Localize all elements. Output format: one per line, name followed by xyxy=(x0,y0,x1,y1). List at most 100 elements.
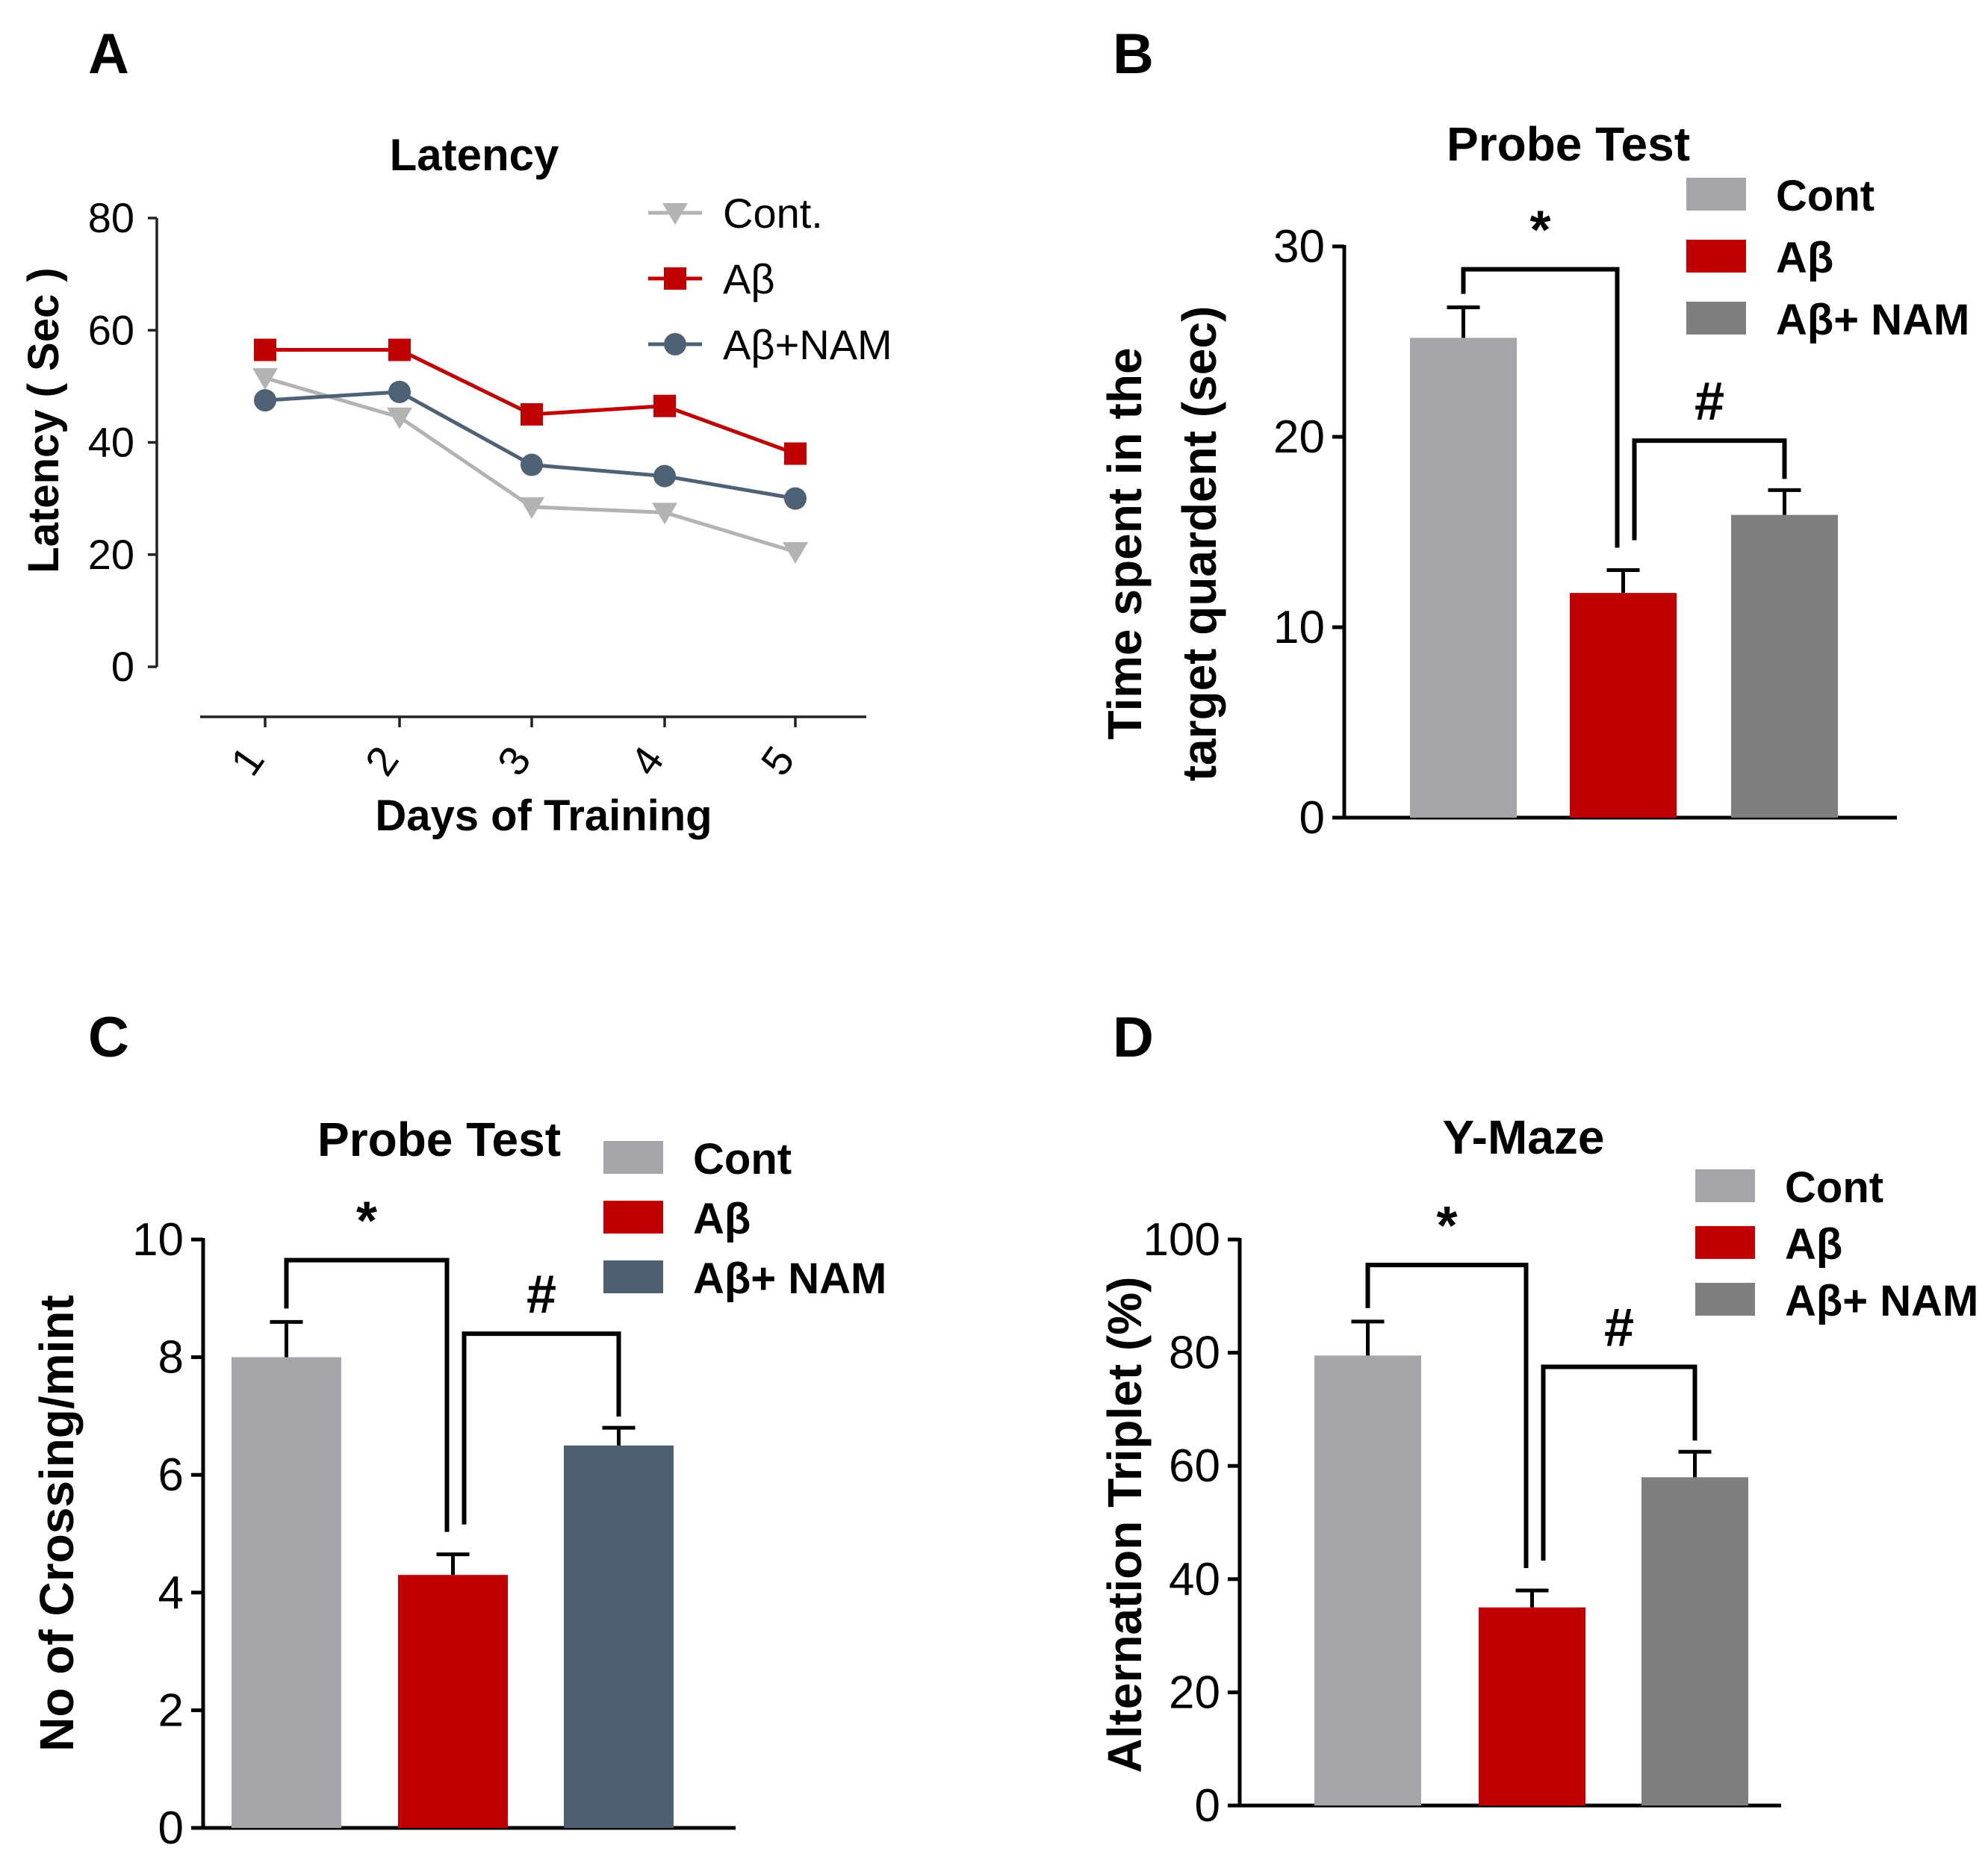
y-tick-label: 20 xyxy=(1273,411,1325,463)
legend-swatch-1 xyxy=(1686,240,1746,273)
legend-label-2: Aβ+ NAM xyxy=(1776,296,1969,344)
data-point-s1-2 xyxy=(521,402,543,426)
data-point-s1-1 xyxy=(388,338,411,361)
chart-b-ylabel-line1: Time spent in the xyxy=(1098,347,1152,739)
x-tick-label: 1 xyxy=(221,738,273,784)
y-tick-label: 40 xyxy=(1169,1554,1220,1605)
chart-c-title: Probe Test xyxy=(317,1113,561,1166)
chart-a-y-ticks: 0 20 40 60 80 xyxy=(88,194,157,690)
significance-label-0: * xyxy=(356,1192,377,1251)
legend-swatch-0 xyxy=(603,1141,663,1174)
y-tick-label: 20 xyxy=(88,531,134,578)
y-tick-label: 0 xyxy=(1195,1780,1220,1832)
legend-swatch-2 xyxy=(603,1260,663,1293)
bar-1 xyxy=(398,1575,508,1828)
y-tick-label: 0 xyxy=(111,643,134,690)
data-point-s1-3 xyxy=(653,394,676,417)
y-tick-label: 0 xyxy=(158,1803,184,1854)
y-tick-label: 100 xyxy=(1143,1214,1220,1266)
legend-label-1: Aβ xyxy=(1785,1220,1842,1269)
legend-label-1: Aβ xyxy=(723,255,775,302)
chart-a-x-ticks: 1 2 3 4 5 xyxy=(221,717,804,784)
chart-d: Y-Maze Alternation Triplet (%) 0 20 40 60 80… xyxy=(1098,1110,1978,1832)
significance-label-1: # xyxy=(1695,372,1724,432)
y-tick-label: 8 xyxy=(158,1332,184,1384)
chart-c: Probe Test No of Crossing/mint 0 2 4 6 8 10 * #… xyxy=(30,1113,886,1854)
x-tick-label: 4 xyxy=(621,738,672,784)
x-tick-label: 2 xyxy=(355,738,407,784)
chart-d-plot: 0 20 40 60 80 100 * # Cont Aβ Aβ+ NAM xyxy=(1143,1163,1979,1832)
legend-swatch-0 xyxy=(1695,1169,1755,1202)
bar-0 xyxy=(1314,1355,1421,1806)
bar-0 xyxy=(1410,338,1517,818)
chart-a: Latency Latency ( Sec ) Days of Training… xyxy=(19,130,892,840)
bar-1 xyxy=(1570,593,1677,818)
legend-label-0: Cont. xyxy=(723,190,823,237)
data-point-s2-0 xyxy=(254,389,276,412)
legend-swatch-2 xyxy=(1686,302,1746,335)
data-point-s0-2 xyxy=(519,497,544,519)
y-tick-label: 40 xyxy=(88,419,134,466)
chart-b: Probe Test Time spent in the target quar… xyxy=(1098,117,1969,844)
data-point-s0-0 xyxy=(252,368,278,391)
data-point-s1-0 xyxy=(254,338,276,361)
data-point-s0-1 xyxy=(387,407,412,429)
chart-a-legend: Cont. Aβ Aβ+NAM xyxy=(648,190,892,368)
significance-label-0: * xyxy=(1529,201,1550,261)
data-point-s2-3 xyxy=(653,464,676,488)
legend-label-0: Cont xyxy=(1776,172,1874,220)
bar-1 xyxy=(1479,1607,1585,1806)
significance-label-1: # xyxy=(1604,1299,1634,1358)
significance-label-0: * xyxy=(1436,1196,1457,1256)
chart-a-series xyxy=(252,338,808,564)
y-tick-label: 4 xyxy=(158,1567,184,1619)
data-point-s2-4 xyxy=(784,487,807,510)
bar-2 xyxy=(1731,514,1838,818)
chart-b-plot: 0 10 20 30 * # Cont Aβ Aβ+ NAM xyxy=(1273,172,1969,844)
chart-b-title: Probe Test xyxy=(1447,117,1690,171)
significance-label-1: # xyxy=(526,1265,556,1325)
data-point-s2-1 xyxy=(388,380,411,403)
significance-bracket-1 xyxy=(1541,1364,1697,1561)
y-tick-label: 80 xyxy=(1169,1328,1220,1379)
data-point-s1-4 xyxy=(784,442,807,465)
y-tick-label: 2 xyxy=(158,1685,184,1736)
y-tick-label: 20 xyxy=(1169,1667,1220,1718)
significance-bracket-1 xyxy=(1632,438,1787,541)
legend-marker-0 xyxy=(662,203,688,225)
y-tick-label: 60 xyxy=(1169,1440,1220,1492)
data-point-s0-3 xyxy=(652,503,677,525)
significance-bracket-0 xyxy=(1365,1263,1529,1568)
x-tick-label: 3 xyxy=(488,738,539,784)
y-tick-label: 80 xyxy=(88,194,134,241)
legend-label-1: Aβ xyxy=(1776,234,1833,282)
y-tick-label: 6 xyxy=(158,1449,184,1501)
chart-c-plot: 0 2 4 6 8 10 * # Cont Aβ Aβ+ NAM xyxy=(132,1135,886,1854)
legend-label-2: Aβ+ NAM xyxy=(693,1254,886,1303)
legend-marker-1 xyxy=(664,267,686,290)
panel-letter-a: A xyxy=(88,22,129,86)
bar-2 xyxy=(564,1445,674,1828)
panel-letter-b: B xyxy=(1113,22,1154,86)
x-tick-label: 5 xyxy=(751,738,803,784)
bar-2 xyxy=(1641,1477,1748,1806)
bar-0 xyxy=(232,1357,341,1828)
data-point-s2-2 xyxy=(521,453,543,476)
chart-a-title: Latency xyxy=(390,130,559,180)
chart-d-ylabel: Alternation Triplet (%) xyxy=(1098,1277,1152,1773)
significance-bracket-1 xyxy=(462,1331,621,1525)
significance-bracket-0 xyxy=(1461,267,1620,548)
chart-a-ylabel: Latency ( Sec ) xyxy=(19,267,68,573)
chart-d-title: Y-Maze xyxy=(1443,1110,1605,1164)
legend-label-0: Cont xyxy=(1785,1163,1883,1212)
legend-swatch-1 xyxy=(603,1201,663,1234)
chart-b-ylabel-line2: target quardent (sec) xyxy=(1172,306,1226,782)
y-tick-label: 30 xyxy=(1273,221,1325,273)
chart-c-ylabel: No of Crossing/mint xyxy=(30,1295,84,1752)
panel-letter-c: C xyxy=(88,1006,129,1069)
legend-swatch-2 xyxy=(1695,1283,1755,1316)
data-point-s0-4 xyxy=(783,541,808,564)
legend-label-2: Aβ+ NAM xyxy=(1785,1277,1978,1325)
legend-label-2: Aβ+NAM xyxy=(723,321,892,368)
